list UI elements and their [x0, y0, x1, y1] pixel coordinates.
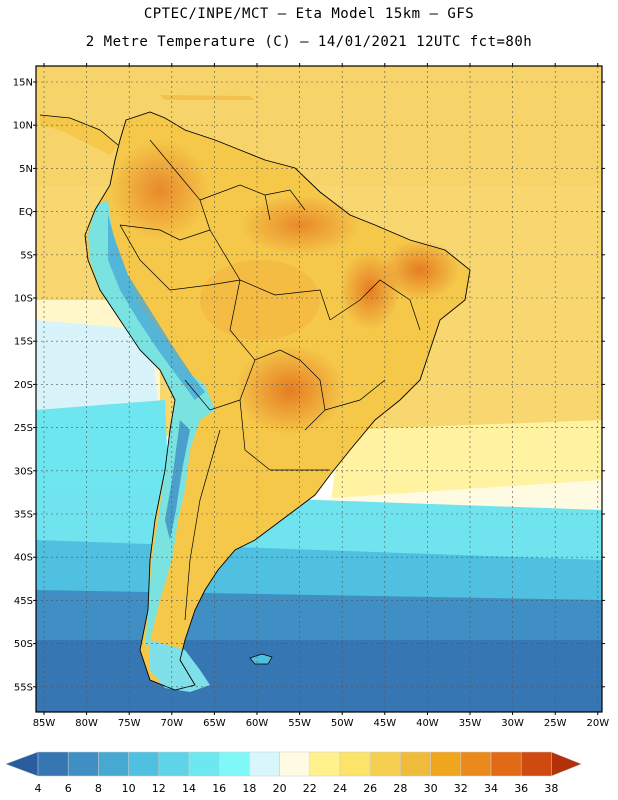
- colorbar-right-triangle: [551, 751, 583, 777]
- colorbar-cell: [490, 751, 522, 777]
- colorbar-cell: [309, 751, 341, 777]
- lon-label: 60W: [246, 718, 269, 729]
- lat-label: 45S: [14, 596, 33, 607]
- colorbar-label: 16: [212, 782, 226, 795]
- colorbar-cells: [5, 751, 583, 777]
- hot-region-amazon: [240, 195, 360, 255]
- lat-label: 15S: [14, 337, 33, 348]
- warm-region-interior: [200, 260, 320, 340]
- colorbar-cell: [37, 751, 69, 777]
- colorbar-label: 36: [514, 782, 528, 795]
- lon-label: 35W: [459, 718, 482, 729]
- colorbar-label: 14: [182, 782, 196, 795]
- lon-label: 65W: [203, 718, 226, 729]
- country-borders: [119, 139, 421, 621]
- andes-south-ridge: [165, 420, 190, 540]
- patagonia-tip: [150, 640, 210, 692]
- colorbar-label: 8: [95, 782, 102, 795]
- lat-label: 40S: [14, 553, 33, 564]
- andes-high-ridge: [108, 215, 205, 400]
- lat-label: 15N: [13, 78, 33, 89]
- lon-label: 25W: [544, 718, 567, 729]
- colorbar-label: 24: [333, 782, 347, 795]
- lon-label: 85W: [33, 718, 56, 729]
- lon-label: 55W: [288, 718, 311, 729]
- colorbar-label: 12: [152, 782, 166, 795]
- lat-label: 10N: [13, 121, 33, 132]
- colorbar-cell: [460, 751, 492, 777]
- colorbar-left-triangle: [5, 751, 39, 777]
- lon-label: 45W: [373, 718, 396, 729]
- colorbar-label: 18: [242, 782, 256, 795]
- hot-region-north: [110, 140, 210, 240]
- lat-label: 35S: [14, 510, 33, 521]
- southern-polar-zone: [36, 640, 602, 712]
- lat-label: 55S: [14, 682, 33, 693]
- colorbar-cell: [430, 751, 462, 777]
- lat-label: 25S: [14, 423, 33, 434]
- colorbar-labels: 4 6 8 10 12 14 16 18 20 22 24 26 28 30 32 34 36 38: [35, 782, 559, 795]
- latitude-labels: 15N 10N 5N EQ 5S 10S 15S 20S 25S 30S 35S 40S 45S 50S 5…: [13, 78, 33, 694]
- lat-label: 5N: [19, 164, 33, 175]
- lon-label: 30W: [501, 718, 524, 729]
- lon-label: 50W: [331, 718, 354, 729]
- lon-label: 20W: [586, 718, 609, 729]
- colorbar-label: 34: [484, 782, 498, 795]
- lat-label: 10S: [14, 294, 33, 305]
- lat-label: 20S: [14, 380, 33, 391]
- colorbar-label: 32: [454, 782, 468, 795]
- colorbar-cell: [188, 751, 220, 777]
- colorbar-label: 26: [363, 782, 377, 795]
- colorbar-label: 38: [544, 782, 558, 795]
- gridlines: [36, 66, 602, 712]
- caribbean-islands: [160, 95, 255, 100]
- central-america-land: [40, 115, 118, 155]
- colorbar-label: 20: [273, 782, 287, 795]
- lat-label: 50S: [14, 639, 33, 650]
- lat-label: EQ: [19, 207, 33, 218]
- lon-label: 40W: [416, 718, 439, 729]
- falkland-islands: [249, 653, 273, 665]
- lon-label: 70W: [160, 718, 183, 729]
- colorbar-label: 4: [35, 782, 42, 795]
- colorbar-cell: [158, 751, 190, 777]
- pacific-cold-zone: [36, 400, 170, 520]
- andes-cold-ridge: [88, 200, 215, 650]
- map-title-line1: CPTEC/INPE/MCT – Eta Model 15km – GFS: [143, 6, 475, 22]
- colorbar-cell: [520, 751, 552, 777]
- colorbar-cell: [249, 751, 280, 777]
- lat-label: 5S: [20, 250, 33, 261]
- hot-region-chaco: [235, 345, 345, 435]
- lon-label: 80W: [75, 718, 98, 729]
- colorbar-cell: [218, 751, 250, 777]
- colorbar-cell: [67, 751, 99, 777]
- colorbar-cell: [279, 751, 311, 777]
- lon-label: 75W: [118, 718, 141, 729]
- colorbar-cell: [128, 751, 160, 777]
- coastline: [84, 111, 471, 691]
- longitude-labels: 85W 80W 75W 70W 65W 60W 55W 50W 45W 40W 35W 30W 25W 2…: [33, 718, 610, 729]
- hot-region-northeast: [380, 240, 460, 300]
- map-frame: [35, 65, 603, 713]
- colorbar-cell: [400, 751, 431, 777]
- temperature-map: 15N 10N 5N EQ 5S 10S 15S 20S 25S 30S 35S 40S 45S 50S 5…: [13, 63, 610, 729]
- colorbar-cell: [98, 751, 129, 777]
- colorbar-cell: [339, 751, 371, 777]
- map-title-line2: 2 Metre Temperature (C) – 14/01/2021 12U…: [85, 34, 533, 50]
- colorbar: 4 6 8 10 12 14 16 18 20 22 24 26 28 30 32 34 36 38: [5, 751, 583, 795]
- lat-label: 30S: [14, 466, 33, 477]
- colorbar-label: 6: [65, 782, 72, 795]
- colorbar-label: 10: [122, 782, 136, 795]
- central-america-coast: [39, 114, 119, 146]
- map-field: [36, 66, 602, 712]
- colorbar-label: 30: [424, 782, 438, 795]
- axis-ticks: [33, 63, 605, 715]
- colorbar-cell: [369, 751, 401, 777]
- colorbar-label: 28: [393, 782, 407, 795]
- colorbar-label: 22: [303, 782, 317, 795]
